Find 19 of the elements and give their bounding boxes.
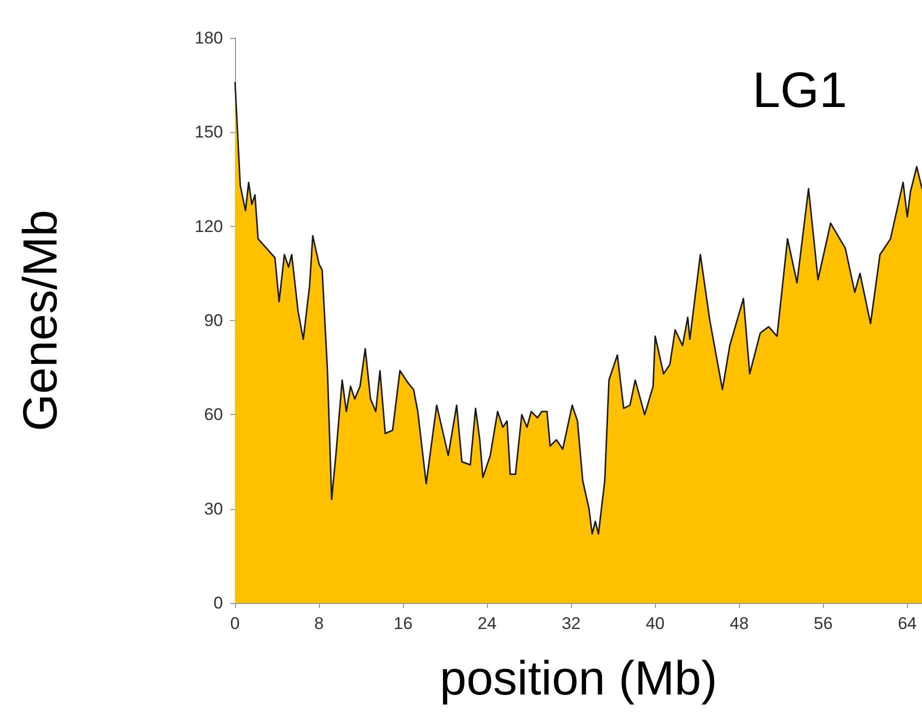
y-tick-label: 90 [204,311,223,330]
x-tick-label: 56 [814,614,833,633]
y-tick-label: 60 [204,405,223,424]
x-tick-label: 48 [730,614,749,633]
x-tick-label: 8 [314,614,324,633]
y-tick-label: 30 [204,499,223,518]
x-tick-label: 16 [394,614,413,633]
y-tick-label: 150 [194,122,223,142]
text: LG1 [752,62,848,118]
x-tick-label: 32 [562,614,581,633]
x-tick-label: 24 [478,614,497,633]
x-axis-title: position (Mb) [440,652,718,706]
x-tick-label: 0 [230,614,240,633]
y-tick-label: 120 [194,216,223,236]
x-tick-label: 40 [646,614,665,633]
y-tick-label: 180 [194,28,223,48]
y-axis-title: Genes/Mb [14,210,68,432]
y-tick-label: 0 [214,594,223,612]
x-tick-label: 64 [898,614,917,633]
